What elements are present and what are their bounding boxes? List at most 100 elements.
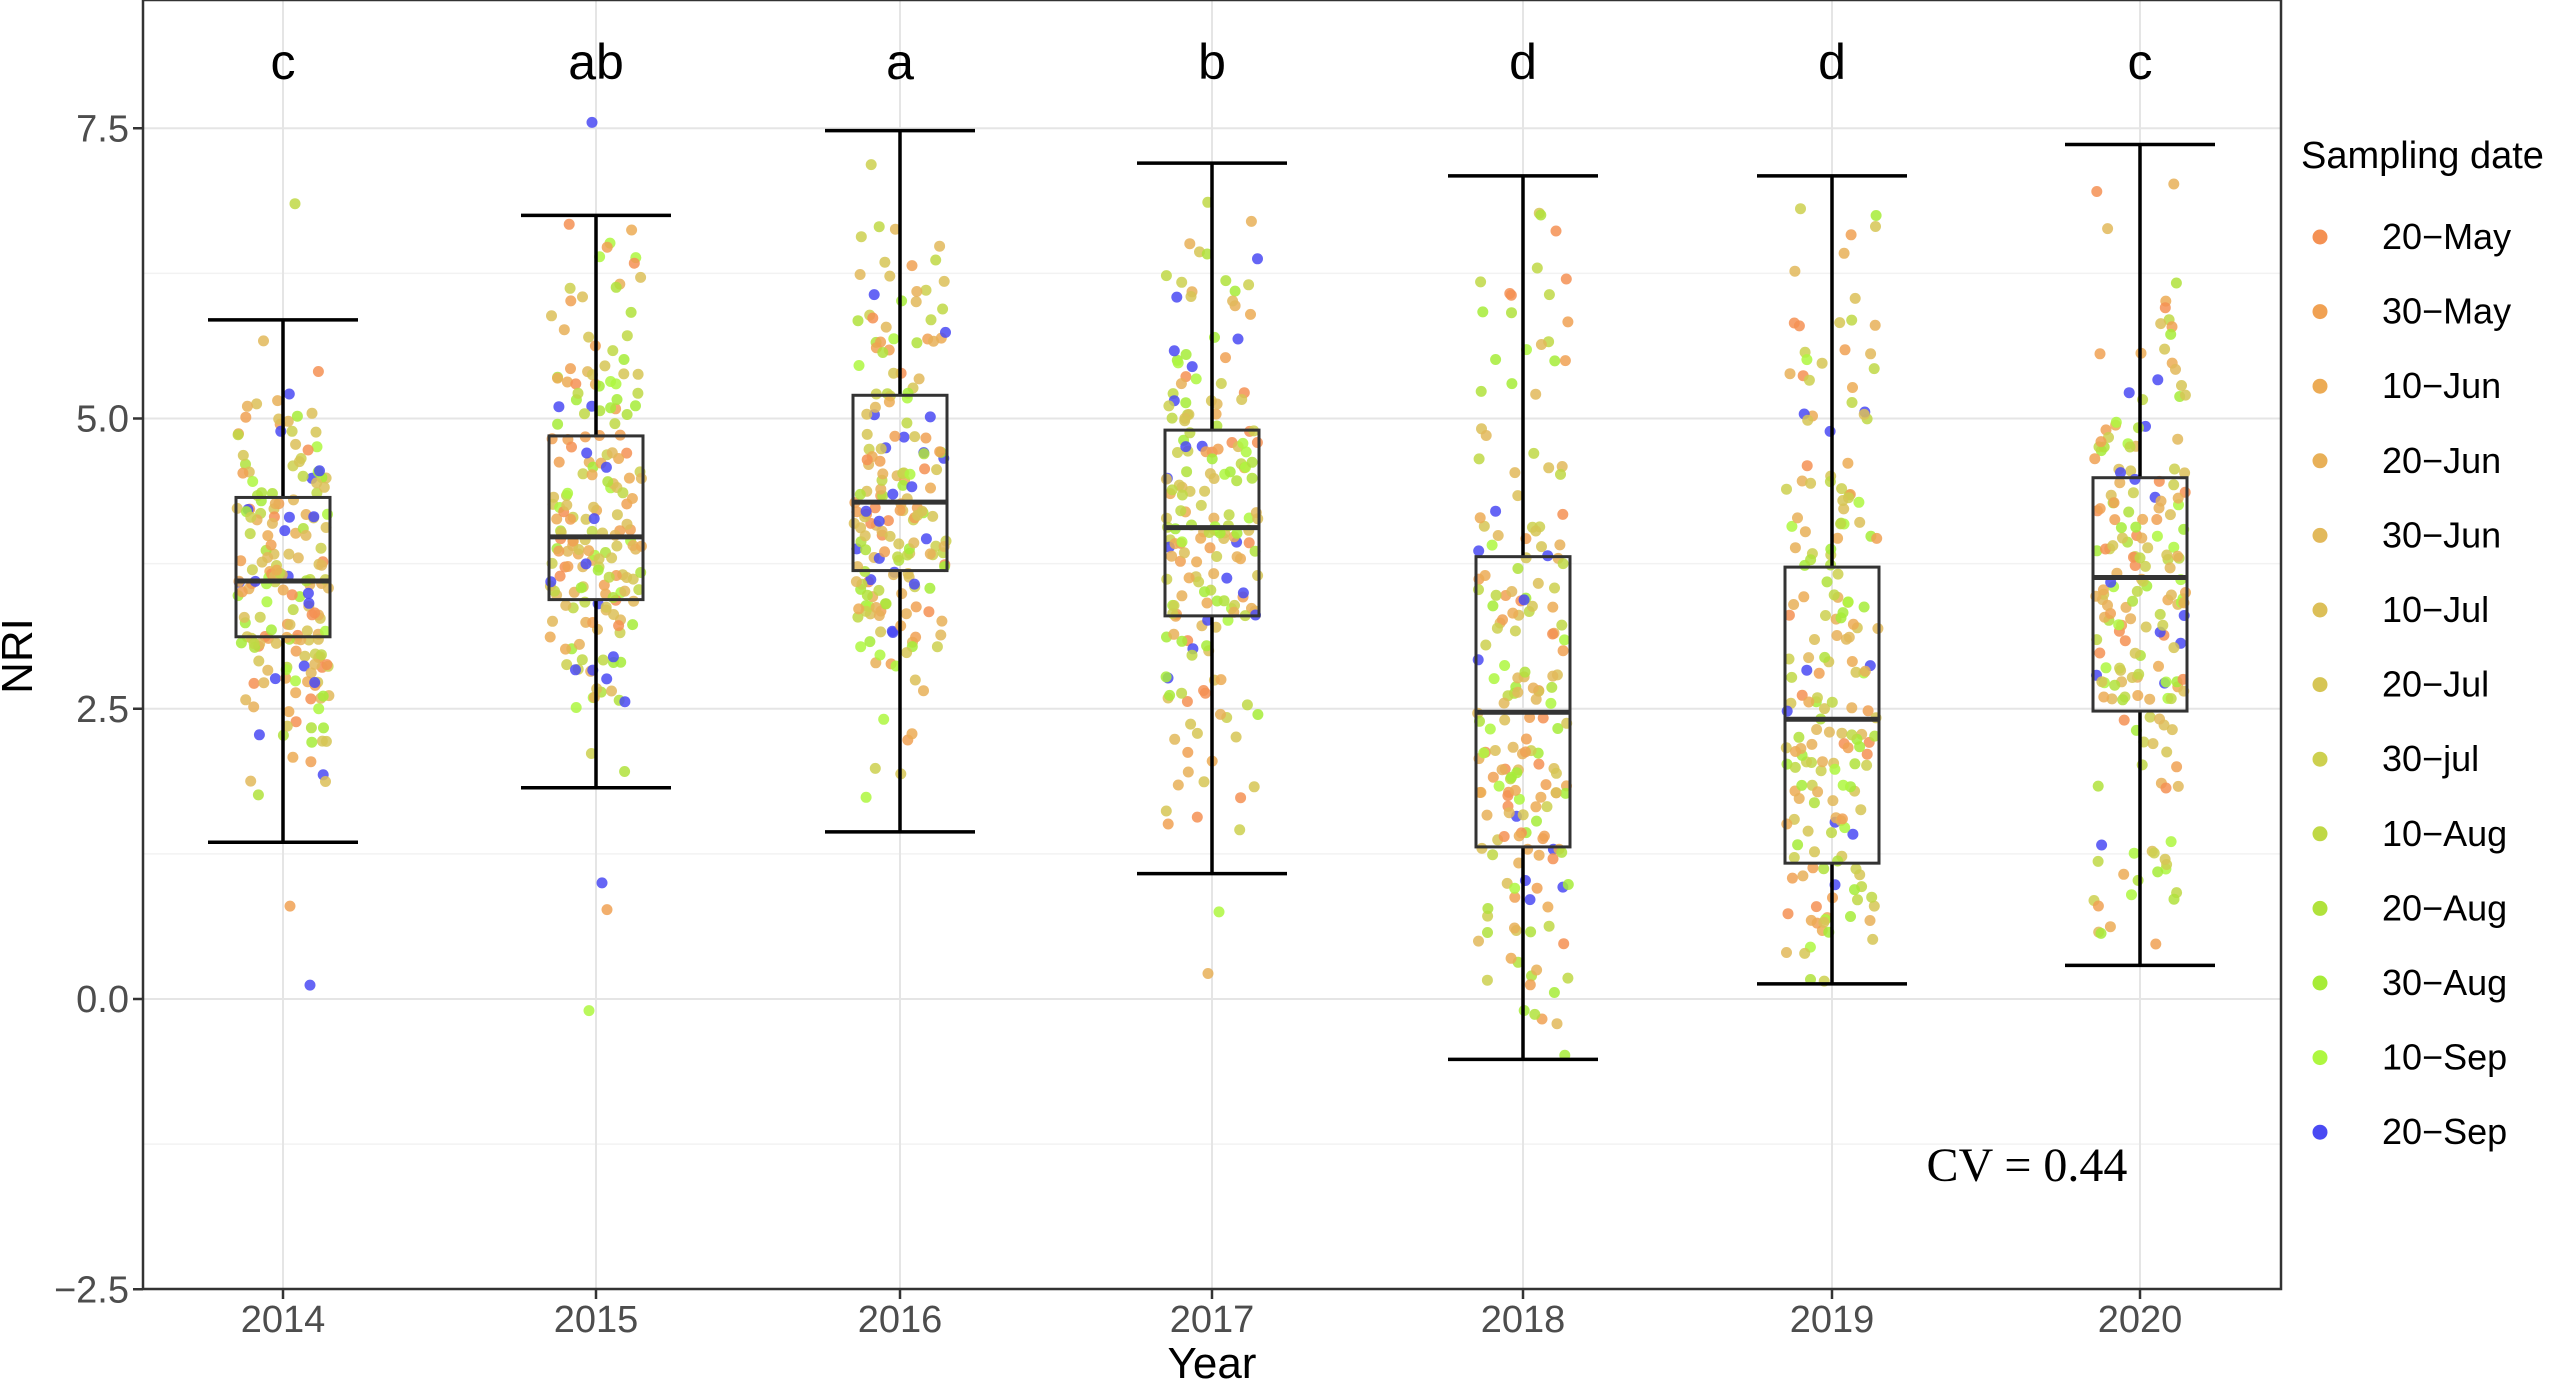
data-point — [1166, 550, 1178, 562]
y-tick-label: 5.0 — [76, 399, 129, 441]
data-point — [935, 629, 947, 641]
data-point — [293, 456, 305, 468]
data-point — [1204, 542, 1216, 554]
data-point — [240, 694, 252, 706]
data-point — [1176, 590, 1188, 602]
data-point — [1545, 697, 1557, 709]
data-point — [855, 641, 867, 653]
data-point — [1870, 221, 1881, 232]
data-point — [1223, 509, 1235, 521]
data-point — [1509, 784, 1521, 796]
data-point — [235, 555, 247, 567]
data-point — [301, 625, 313, 637]
data-point — [1826, 827, 1837, 839]
data-point — [1181, 696, 1193, 707]
data-point — [1557, 558, 1569, 570]
data-point — [1245, 215, 1257, 227]
data-point — [1832, 568, 1844, 580]
data-point — [2172, 433, 2184, 445]
data-point — [2179, 389, 2191, 401]
data-point — [1812, 786, 1824, 798]
data-point — [898, 431, 910, 443]
data-point — [1473, 935, 1484, 947]
data-point — [1799, 526, 1811, 538]
data-point — [1221, 572, 1233, 584]
data-point — [1838, 503, 1850, 515]
data-point — [1531, 964, 1543, 976]
data-point — [1512, 490, 1524, 502]
data-point — [1190, 373, 1202, 385]
data-point — [1795, 203, 1806, 215]
data-point — [1836, 483, 1848, 495]
data-point — [1809, 634, 1820, 645]
data-point — [1852, 894, 1863, 906]
data-point — [1793, 320, 1805, 332]
y-tick-label: 0.0 — [76, 979, 129, 1021]
data-point — [1810, 901, 1822, 913]
data-point — [570, 378, 582, 390]
data-point — [1215, 378, 1227, 389]
data-point — [1480, 639, 1492, 651]
data-point — [553, 456, 565, 468]
data-point — [588, 501, 600, 513]
data-point — [605, 402, 617, 414]
data-point — [927, 510, 939, 522]
data-point — [318, 722, 329, 734]
data-point — [1537, 712, 1549, 724]
data-point — [2102, 223, 2114, 235]
legend-item-label: 30−Aug — [2382, 962, 2507, 1003]
data-point — [1547, 853, 1559, 865]
data-point — [626, 493, 638, 504]
data-point — [246, 564, 258, 576]
data-point — [1478, 520, 1490, 532]
data-point — [1520, 746, 1531, 758]
data-point — [1821, 576, 1833, 588]
data-point — [854, 269, 866, 280]
data-point — [1792, 512, 1803, 524]
y-tick-label: 7.5 — [76, 108, 129, 150]
data-point — [1552, 723, 1564, 734]
data-point — [2132, 874, 2144, 886]
x-tick-label: 2014 — [241, 1299, 326, 1341]
significance-letter: c — [2128, 34, 2153, 90]
data-point — [310, 426, 322, 438]
data-point — [2164, 562, 2176, 574]
data-point — [1824, 425, 1836, 437]
data-point — [2151, 514, 2163, 525]
data-point — [1246, 456, 1258, 468]
data-point — [1865, 348, 1877, 360]
data-point — [1234, 824, 1246, 836]
data-point — [852, 315, 864, 327]
data-point — [1801, 664, 1813, 676]
data-point — [1211, 398, 1223, 410]
data-point — [2144, 711, 2156, 723]
data-point — [2157, 619, 2169, 631]
data-point — [265, 624, 277, 636]
legend: Sampling date 20−May 30−May 10−Jun 20−Jun 30… — [2301, 135, 2544, 1152]
data-point — [298, 660, 310, 672]
legend-swatch — [2312, 453, 2328, 469]
data-point — [1781, 483, 1792, 495]
data-point — [575, 582, 587, 594]
data-point — [1245, 308, 1256, 320]
data-point — [621, 447, 633, 459]
data-point — [1847, 828, 1859, 840]
data-point — [1199, 687, 1211, 699]
data-point — [1530, 525, 1542, 537]
significance-letter: c — [271, 34, 296, 90]
data-point — [1504, 288, 1516, 299]
data-point — [2172, 780, 2184, 792]
data-point — [1506, 378, 1518, 390]
data-point — [1524, 979, 1536, 991]
data-point — [1176, 489, 1188, 501]
data-point — [545, 576, 557, 588]
data-point — [1520, 733, 1532, 745]
legend-swatch — [2312, 826, 2328, 842]
data-point — [2092, 900, 2104, 912]
data-point — [1164, 689, 1176, 701]
data-point — [1832, 532, 1844, 544]
data-point — [248, 638, 260, 650]
data-point — [621, 409, 633, 420]
legend-swatch — [2312, 677, 2328, 693]
